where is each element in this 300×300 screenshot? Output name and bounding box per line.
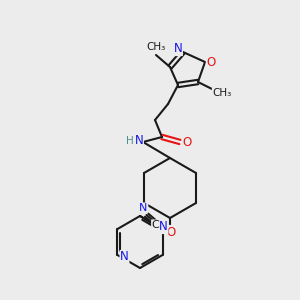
Text: O: O [182,136,192,148]
Text: O: O [206,56,216,68]
Text: CH₃: CH₃ [212,88,232,98]
Text: C: C [152,220,159,230]
Text: N: N [139,203,148,213]
Text: N: N [135,134,143,148]
Text: N: N [120,250,129,263]
Text: N: N [159,220,168,233]
Text: N: N [174,43,182,56]
Text: CH₃: CH₃ [146,42,166,52]
Text: H: H [126,136,134,146]
Text: O: O [167,226,176,238]
